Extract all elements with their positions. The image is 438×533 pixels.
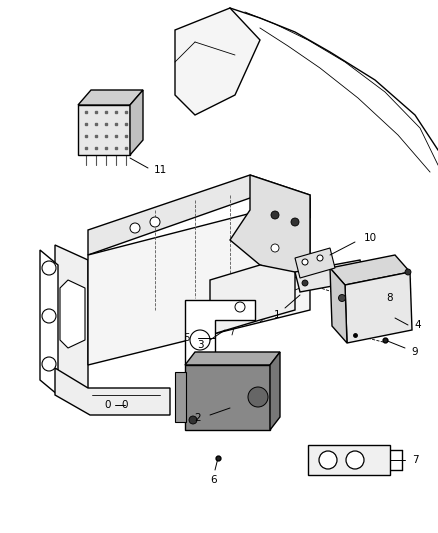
Polygon shape (78, 105, 130, 155)
Circle shape (302, 259, 308, 265)
Polygon shape (55, 368, 170, 415)
Text: 8: 8 (387, 293, 393, 303)
Circle shape (271, 211, 279, 219)
Text: 5: 5 (183, 333, 189, 343)
Polygon shape (308, 445, 390, 475)
Polygon shape (130, 90, 143, 155)
Polygon shape (210, 265, 295, 335)
Text: 2: 2 (194, 413, 201, 423)
Polygon shape (230, 175, 310, 280)
Text: 9: 9 (412, 347, 418, 357)
Polygon shape (330, 268, 347, 343)
Circle shape (346, 451, 364, 469)
Text: 10: 10 (364, 233, 377, 243)
Polygon shape (175, 372, 186, 422)
Polygon shape (270, 352, 280, 430)
Polygon shape (345, 272, 412, 343)
Circle shape (317, 255, 323, 261)
Circle shape (42, 261, 56, 275)
Polygon shape (295, 248, 335, 278)
Text: 6: 6 (211, 475, 217, 485)
Polygon shape (330, 255, 410, 285)
Circle shape (190, 330, 210, 350)
Polygon shape (175, 8, 260, 115)
Polygon shape (55, 245, 88, 390)
Polygon shape (185, 365, 270, 430)
Text: 3: 3 (197, 340, 203, 350)
Polygon shape (295, 260, 365, 292)
Circle shape (42, 309, 56, 323)
Circle shape (405, 269, 411, 275)
Polygon shape (88, 175, 310, 255)
Circle shape (248, 387, 268, 407)
Text: 4: 4 (415, 320, 421, 330)
Circle shape (150, 217, 160, 227)
Polygon shape (88, 198, 310, 365)
Text: 0: 0 (122, 400, 128, 410)
Circle shape (291, 218, 299, 226)
Circle shape (42, 357, 56, 371)
Circle shape (319, 451, 337, 469)
Polygon shape (40, 250, 58, 395)
Circle shape (339, 295, 346, 302)
Text: 0: 0 (105, 400, 111, 410)
Circle shape (235, 302, 245, 312)
Circle shape (130, 223, 140, 233)
Circle shape (302, 280, 308, 286)
Polygon shape (185, 300, 255, 365)
Polygon shape (78, 90, 143, 105)
Circle shape (271, 244, 279, 252)
Text: 11: 11 (153, 165, 166, 175)
Polygon shape (185, 352, 280, 365)
Polygon shape (60, 280, 85, 348)
Text: 7: 7 (412, 455, 418, 465)
Text: 1: 1 (274, 310, 280, 320)
Circle shape (189, 416, 197, 424)
